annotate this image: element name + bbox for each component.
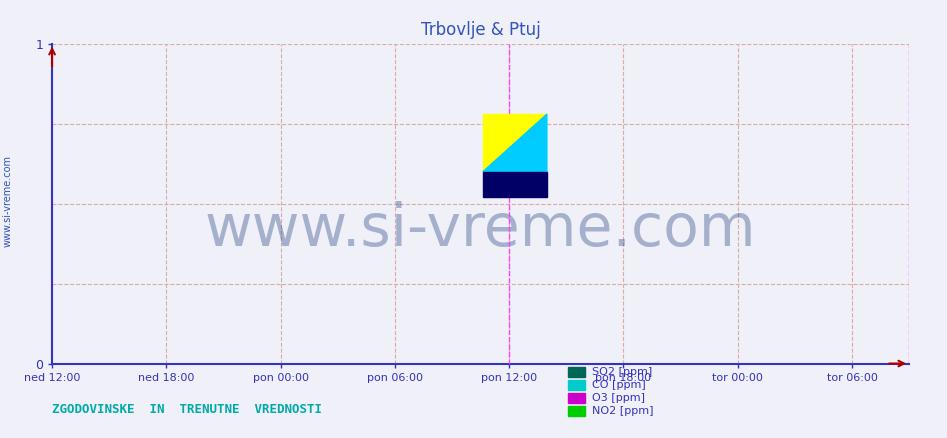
Text: www.si-vreme.com: www.si-vreme.com (205, 201, 757, 258)
Text: SO2 [ppm]: SO2 [ppm] (592, 367, 652, 377)
Polygon shape (483, 114, 546, 172)
Text: O3 [ppm]: O3 [ppm] (592, 393, 645, 403)
Text: ZGODOVINSKE  IN  TRENUTNE  VREDNOSTI: ZGODOVINSKE IN TRENUTNE VREDNOSTI (52, 403, 322, 416)
Text: NO2 [ppm]: NO2 [ppm] (592, 406, 653, 416)
Title: Trbovlje & Ptuj: Trbovlje & Ptuj (420, 21, 541, 39)
Text: www.si-vreme.com: www.si-vreme.com (3, 155, 12, 247)
Polygon shape (483, 114, 546, 172)
Bar (483, 172, 546, 197)
Text: CO [ppm]: CO [ppm] (592, 380, 646, 390)
